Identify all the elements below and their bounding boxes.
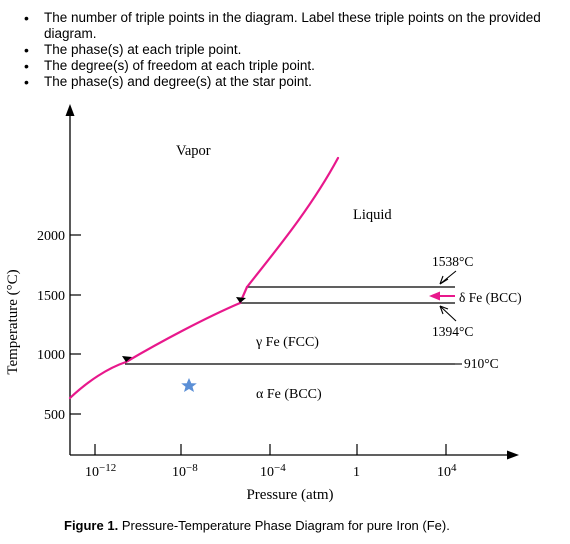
figure-caption: Figure 1. Pressure-Temperature Phase Dia… <box>64 518 450 533</box>
region-liquid: Liquid <box>353 207 392 223</box>
question-list: The number of triple points in the diagr… <box>22 10 552 90</box>
annotation-1394: 1394°C <box>432 324 473 339</box>
question-item: The degree(s) of freedom at each triple … <box>22 58 552 74</box>
annotation-delta: δ Fe (BCC) <box>459 290 522 305</box>
junction-arrows <box>122 297 246 362</box>
y-tick-label: 2000 <box>37 229 65 244</box>
solid-solid-boundaries <box>125 286 455 365</box>
region-vapor: Vapor <box>176 143 211 159</box>
x-axis-label: Pressure (atm) <box>246 487 333 503</box>
y-ticks <box>70 234 81 415</box>
star-icon <box>181 378 197 392</box>
x-ticks <box>94 444 447 455</box>
y-axis-arrow <box>65 104 75 116</box>
x-tick-label: 1 <box>353 465 360 480</box>
x-tick-label: 10−8 <box>172 462 198 480</box>
caption-label: Figure 1. <box>64 518 119 533</box>
x-tick-label: 104 <box>437 462 457 480</box>
y-tick-label: 1500 <box>37 289 65 304</box>
y-tick-label: 1000 <box>37 348 65 363</box>
question-item: The phase(s) at each triple point. <box>22 42 552 58</box>
y-tick-label: 500 <box>44 408 65 423</box>
x-tick-label: 10−12 <box>85 462 116 480</box>
caption-text: Pressure-Temperature Phase Diagram for p… <box>121 518 450 533</box>
region-gamma: γ Fe (FCC) <box>255 335 319 350</box>
y-axis-label: Temperature (°C) <box>5 269 21 374</box>
x-axis-arrow <box>507 450 519 460</box>
delta-arrow <box>429 291 455 301</box>
region-alpha: α Fe (BCC) <box>256 387 322 402</box>
vapor-boundary <box>68 156 340 400</box>
annotation-910: 910°C <box>464 356 499 371</box>
x-tick-label: 10−4 <box>260 462 286 480</box>
leader-lines <box>439 270 462 365</box>
question-item: The number of triple points in the diagr… <box>22 10 552 42</box>
question-item: The phase(s) and degree(s) at the star p… <box>22 74 552 90</box>
annotation-1538: 1538°C <box>432 254 473 269</box>
